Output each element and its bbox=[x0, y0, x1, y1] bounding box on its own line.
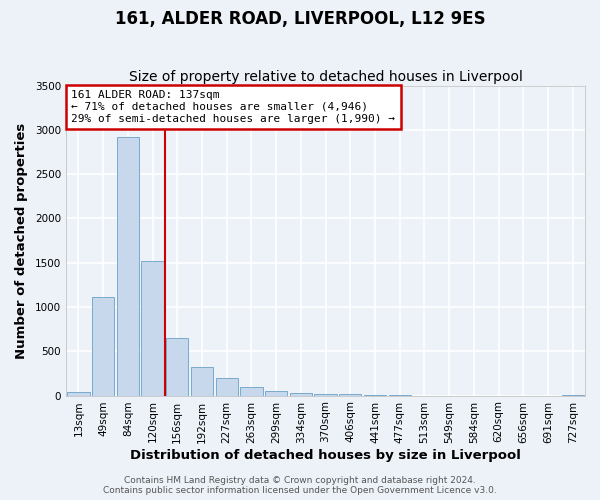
Bar bbox=[117, 137, 139, 396]
Bar bbox=[314, 394, 337, 396]
Title: Size of property relative to detached houses in Liverpool: Size of property relative to detached ho… bbox=[128, 70, 523, 85]
Text: 161, ALDER ROAD, LIVERPOOL, L12 9ES: 161, ALDER ROAD, LIVERPOOL, L12 9ES bbox=[115, 10, 485, 28]
Bar bbox=[215, 378, 238, 396]
Bar bbox=[166, 338, 188, 396]
Bar bbox=[67, 392, 89, 396]
Text: Contains HM Land Registry data © Crown copyright and database right 2024.
Contai: Contains HM Land Registry data © Crown c… bbox=[103, 476, 497, 495]
Bar bbox=[240, 386, 263, 396]
Bar bbox=[92, 298, 114, 396]
Text: 161 ALDER ROAD: 137sqm
← 71% of detached houses are smaller (4,946)
29% of semi-: 161 ALDER ROAD: 137sqm ← 71% of detached… bbox=[71, 90, 395, 124]
Bar bbox=[265, 390, 287, 396]
X-axis label: Distribution of detached houses by size in Liverpool: Distribution of detached houses by size … bbox=[130, 450, 521, 462]
Y-axis label: Number of detached properties: Number of detached properties bbox=[15, 122, 28, 358]
Bar bbox=[191, 367, 213, 396]
Bar bbox=[339, 394, 361, 396]
Bar bbox=[290, 393, 312, 396]
Bar bbox=[142, 261, 164, 396]
